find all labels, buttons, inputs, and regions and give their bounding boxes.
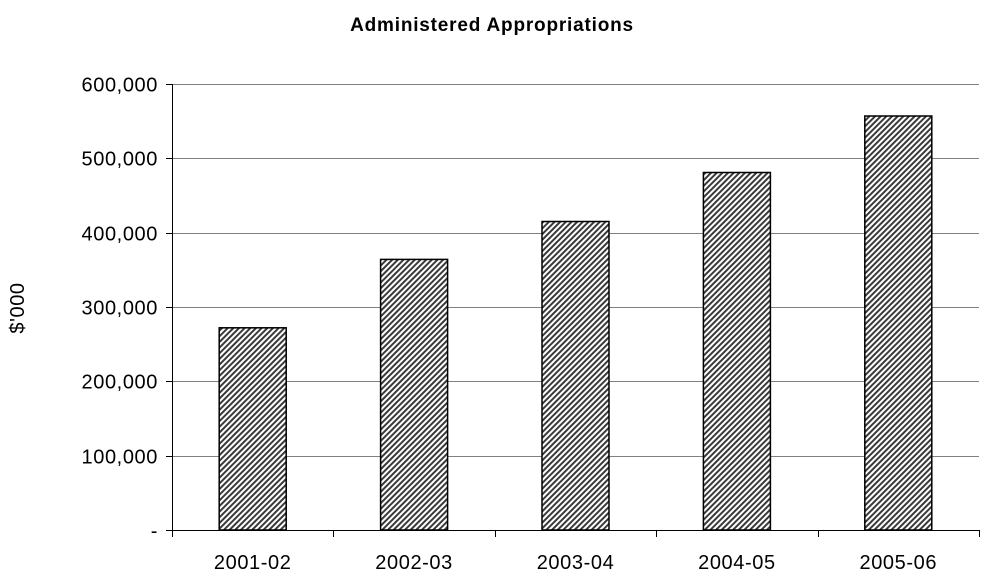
x-tick-label: 2003-04	[537, 552, 615, 574]
x-tick-label: 2002-03	[375, 552, 453, 574]
y-tick-label: 600,000	[82, 75, 159, 97]
x-tick-label: 2001-02	[214, 552, 292, 574]
axes	[166, 84, 980, 537]
bar-2003-04	[541, 220, 610, 531]
bar-2005-06	[864, 115, 933, 531]
x-tick-label: 2004-05	[698, 552, 776, 574]
y-axis-title: $'000	[7, 282, 29, 333]
tick-labels: - 100,000 200,000 300,000 400,000 500,000 600,…	[82, 75, 937, 575]
x-tick-label: 2005-06	[859, 552, 937, 574]
y-tick-label: 300,000	[82, 298, 159, 320]
bar-2004-05	[702, 171, 772, 531]
chart-title: Administered Appropriations	[350, 15, 634, 36]
bar-2001-02	[218, 327, 287, 531]
bars	[218, 115, 933, 531]
bar-2002-03	[379, 258, 449, 531]
y-tick-label: 200,000	[82, 372, 159, 394]
y-tick-label: -	[151, 521, 158, 543]
y-tick-label: 500,000	[82, 149, 159, 171]
y-tick-label: 100,000	[82, 447, 159, 469]
y-tick-label: 400,000	[82, 224, 159, 246]
